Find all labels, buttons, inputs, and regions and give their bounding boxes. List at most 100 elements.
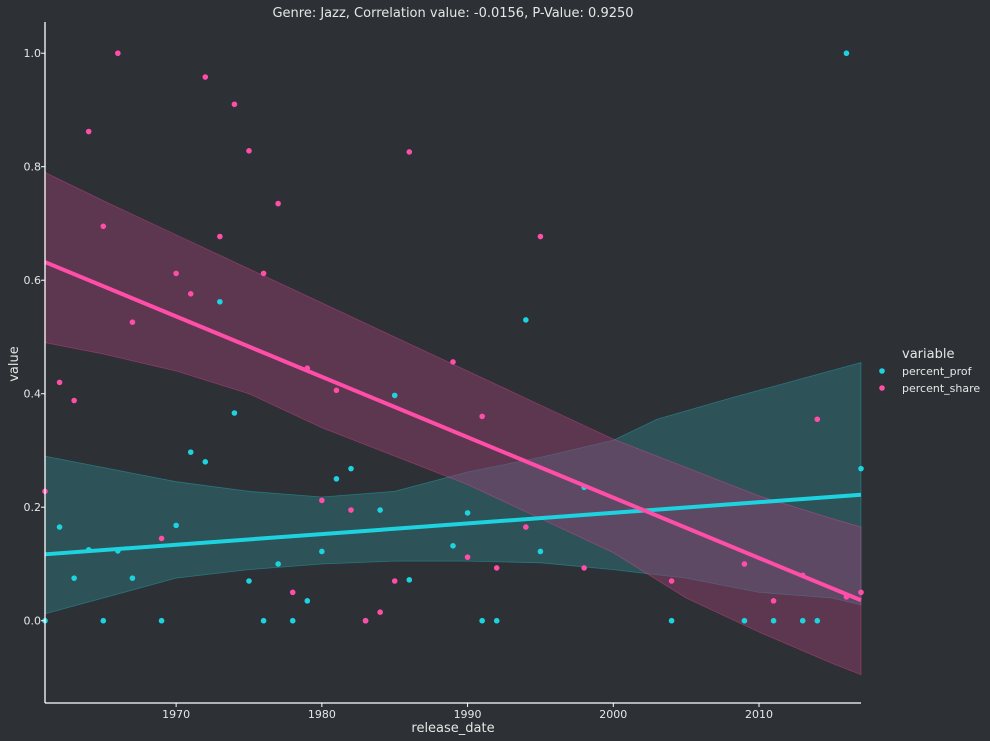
data-point-percent-share-2 [71, 397, 77, 404]
x-tick-label-1990: 1990 [454, 708, 482, 721]
data-point-percent-share-29 [523, 524, 529, 530]
data-point-percent-share-30 [537, 233, 544, 240]
y-tick-label-4: 0.8 [24, 161, 42, 174]
data-point-percent-prof-36 [814, 617, 821, 624]
data-point-percent-share-21 [362, 617, 369, 624]
data-point-percent-prof-15 [275, 561, 281, 567]
data-point-percent-share-28 [493, 565, 500, 571]
data-point-percent-prof-7 [158, 617, 165, 624]
data-point-percent-prof-27 [479, 617, 485, 624]
x-tick-label-2010: 2010 [745, 708, 773, 721]
data-point-percent-share-4 [100, 223, 107, 230]
data-point-percent-share-14 [260, 270, 267, 277]
data-point-percent-prof-38 [858, 465, 864, 472]
data-point-percent-share-25 [450, 359, 456, 365]
data-point-percent-prof-30 [537, 548, 544, 555]
data-point-percent-prof-25 [450, 543, 456, 549]
data-point-percent-share-16 [289, 589, 296, 596]
data-point-percent-prof-9 [187, 449, 194, 455]
x-tick-label-2000: 2000 [599, 708, 627, 721]
x-axis-label: release_date [411, 721, 494, 736]
data-point-percent-prof-23 [391, 392, 398, 399]
data-point-percent-share-3 [85, 128, 92, 135]
data-point-percent-prof-16 [289, 617, 296, 624]
data-point-percent-share-32 [668, 578, 675, 584]
legend-label-percent-share: percent_share [902, 382, 980, 395]
data-point-percent-prof-2 [71, 575, 77, 581]
data-point-percent-share-12 [231, 101, 238, 108]
data-point-percent-prof-11 [217, 298, 223, 305]
confidence-bands [44, 171, 862, 676]
data-point-percent-prof-8 [173, 522, 179, 529]
y-tick-label-0: 0.0 [24, 615, 42, 628]
y-tick-label-1: 0.2 [24, 501, 42, 514]
data-point-percent-share-13 [246, 148, 252, 154]
data-point-percent-share-34 [770, 598, 777, 604]
data-point-percent-share-27 [479, 413, 485, 420]
axes: 1970 1980 1990 2000 2010 0.0 0.2 0.4 0.6 0.8 1.0 [24, 22, 861, 721]
legend-title: variable [902, 347, 954, 362]
data-point-percent-prof-20 [348, 465, 354, 472]
data-point-percent-share-8 [173, 270, 179, 277]
y-tick-label-2: 0.4 [24, 388, 42, 401]
y-tick-label-3: 0.6 [24, 274, 42, 287]
data-point-percent-prof-37 [843, 50, 850, 57]
data-point-percent-prof-33 [741, 617, 748, 624]
confidence-band-percent-prof [44, 361, 862, 615]
data-point-percent-prof-29 [523, 317, 529, 323]
data-point-percent-prof-28 [493, 617, 500, 624]
data-point-percent-share-10 [202, 74, 209, 80]
legend-label-percent-prof: percent_prof [902, 365, 973, 378]
data-points [42, 50, 864, 624]
data-point-percent-prof-26 [464, 510, 471, 516]
data-point-percent-share-31 [581, 565, 587, 571]
legend: variable percent_prof percent_share [879, 347, 980, 395]
regression-lines [44, 260, 862, 603]
regression-line-percent-share [44, 260, 862, 603]
data-point-percent-share-36 [814, 416, 821, 423]
data-point-percent-prof-1 [56, 524, 63, 530]
data-point-percent-prof-24 [406, 577, 413, 583]
data-point-percent-share-15 [275, 200, 281, 207]
x-tick-label-1980: 1980 [308, 708, 336, 721]
legend-marker-percent-prof [879, 368, 885, 374]
data-point-percent-prof-22 [377, 507, 383, 513]
data-point-percent-share-38 [858, 589, 864, 596]
data-point-percent-prof-34 [770, 617, 777, 624]
data-point-percent-share-18 [319, 497, 325, 504]
data-point-percent-prof-17 [304, 598, 311, 604]
data-point-percent-prof-35 [799, 617, 806, 624]
data-point-percent-prof-19 [333, 476, 340, 482]
data-point-percent-prof-13 [246, 578, 252, 584]
data-point-percent-prof-12 [231, 410, 238, 416]
data-point-percent-share-5 [115, 50, 121, 57]
data-point-percent-prof-4 [100, 617, 107, 624]
y-ticks: 0.0 0.2 0.4 0.6 0.8 1.0 [24, 47, 45, 628]
data-point-percent-share-22 [377, 609, 383, 615]
data-point-percent-prof-32 [668, 617, 675, 624]
x-ticks: 1970 1980 1990 2000 2010 [162, 703, 773, 721]
data-point-percent-share-20 [348, 507, 354, 513]
data-point-percent-share-11 [217, 233, 223, 240]
data-point-percent-share-33 [741, 561, 748, 567]
chart-title: Genre: Jazz, Correlation value: -0.0156,… [272, 6, 633, 21]
data-point-percent-share-26 [464, 554, 471, 560]
data-point-percent-share-1 [56, 379, 63, 386]
data-point-percent-share-23 [391, 578, 398, 584]
confidence-band-percent-share [44, 171, 862, 676]
data-point-percent-share-6 [129, 319, 136, 326]
y-axis-label: value [7, 346, 22, 382]
data-point-percent-share-19 [333, 387, 340, 394]
data-point-percent-share-7 [158, 535, 165, 542]
data-point-percent-prof-6 [129, 575, 136, 581]
data-point-percent-prof-18 [319, 548, 325, 555]
data-point-percent-share-9 [187, 291, 194, 297]
data-point-percent-share-24 [406, 149, 413, 155]
x-tick-label-1970: 1970 [162, 708, 190, 721]
data-point-percent-prof-14 [260, 617, 267, 624]
y-tick-label-5: 1.0 [24, 47, 42, 60]
data-point-percent-prof-10 [202, 459, 209, 465]
regression-line-percent-prof [44, 492, 862, 557]
legend-marker-percent-share [879, 385, 885, 391]
